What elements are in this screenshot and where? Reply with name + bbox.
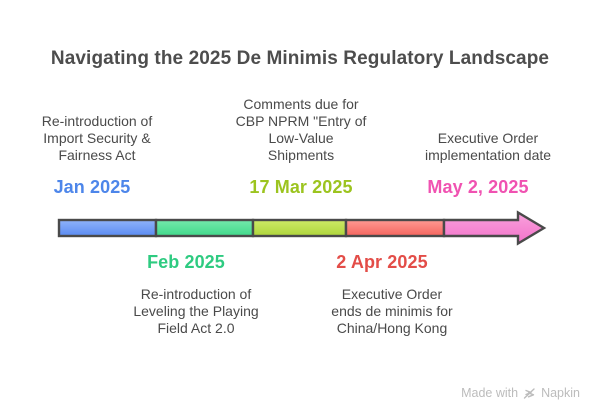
event-date: Feb 2025: [147, 252, 225, 272]
event-date: 2 Apr 2025: [336, 252, 428, 272]
event-feb-2025: Feb 2025 Re-introduction of Leveling the…: [106, 252, 286, 337]
napkin-brand-label: Napkin: [541, 386, 580, 400]
timeline-segment-may-arrowhead: [442, 210, 547, 246]
event-date: Jan 2025: [53, 177, 131, 197]
event-date: 17 Mar 2025: [249, 177, 353, 197]
napkin-logo-icon: [523, 387, 535, 399]
event-description: Comments due for CBP NPRM "Entry of Low-…: [235, 96, 367, 163]
timeline-arrow: [57, 210, 547, 246]
event-description: Executive Order ends de minimis for Chin…: [331, 286, 453, 336]
made-with-label: Made with: [461, 386, 519, 400]
timeline-segment-jan: [57, 218, 158, 238]
napkin-attribution[interactable]: Made with Napkin: [461, 386, 580, 400]
page-title: Navigating the 2025 De Minimis Regulator…: [50, 48, 550, 69]
timeline-segment-apr: [344, 218, 446, 238]
event-2-apr-2025: 2 Apr 2025 Executive Order ends de minim…: [302, 252, 482, 337]
event-date: May 2, 2025: [427, 177, 529, 197]
timeline-segment-feb: [154, 218, 255, 238]
event-description: Re-introduction of Leveling the Playing …: [133, 286, 259, 336]
event-description: Executive Order implementation date: [424, 130, 552, 163]
event-may-2-2025: Executive Order implementation date May …: [398, 86, 578, 198]
timeline-segment-mar: [251, 218, 348, 238]
event-jan-2025: Re-introduction of Import Security & Fai…: [7, 86, 187, 198]
event-17-mar-2025: Comments due for CBP NPRM "Entry of Low-…: [211, 86, 391, 198]
event-description: Re-introduction of Import Security & Fai…: [41, 113, 153, 163]
